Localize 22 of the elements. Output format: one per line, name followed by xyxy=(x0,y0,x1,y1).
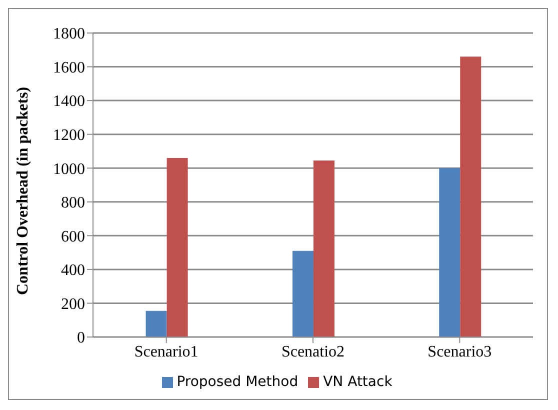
y-tick-label: 400 xyxy=(61,262,85,280)
bar xyxy=(439,168,460,337)
y-tick-label: 1000 xyxy=(53,160,85,178)
y-tick-label: 200 xyxy=(61,296,85,313)
bar xyxy=(460,56,482,337)
y-tick-label: 1800 xyxy=(53,26,85,43)
y-tick-label: 800 xyxy=(61,194,85,212)
y-tick-label: 600 xyxy=(61,228,85,246)
bar xyxy=(292,250,314,337)
y-tick-label: 0 xyxy=(77,330,85,347)
bar xyxy=(146,310,167,337)
legend-label: VN Attack xyxy=(323,374,392,390)
bar xyxy=(313,160,334,337)
y-axis-title: Control Overhead (in packets) xyxy=(14,86,32,295)
legend-label: Proposed Method xyxy=(176,374,298,390)
bar xyxy=(166,158,188,337)
y-tick-label: 1400 xyxy=(53,93,85,110)
x-tick-label: Scenatio2 xyxy=(281,343,345,360)
x-tick-label: Scenario3 xyxy=(428,343,492,360)
x-tick-label: Scenario1 xyxy=(134,343,198,360)
y-tick-label: 1600 xyxy=(53,59,85,76)
y-tick-label: 1200 xyxy=(53,127,85,144)
